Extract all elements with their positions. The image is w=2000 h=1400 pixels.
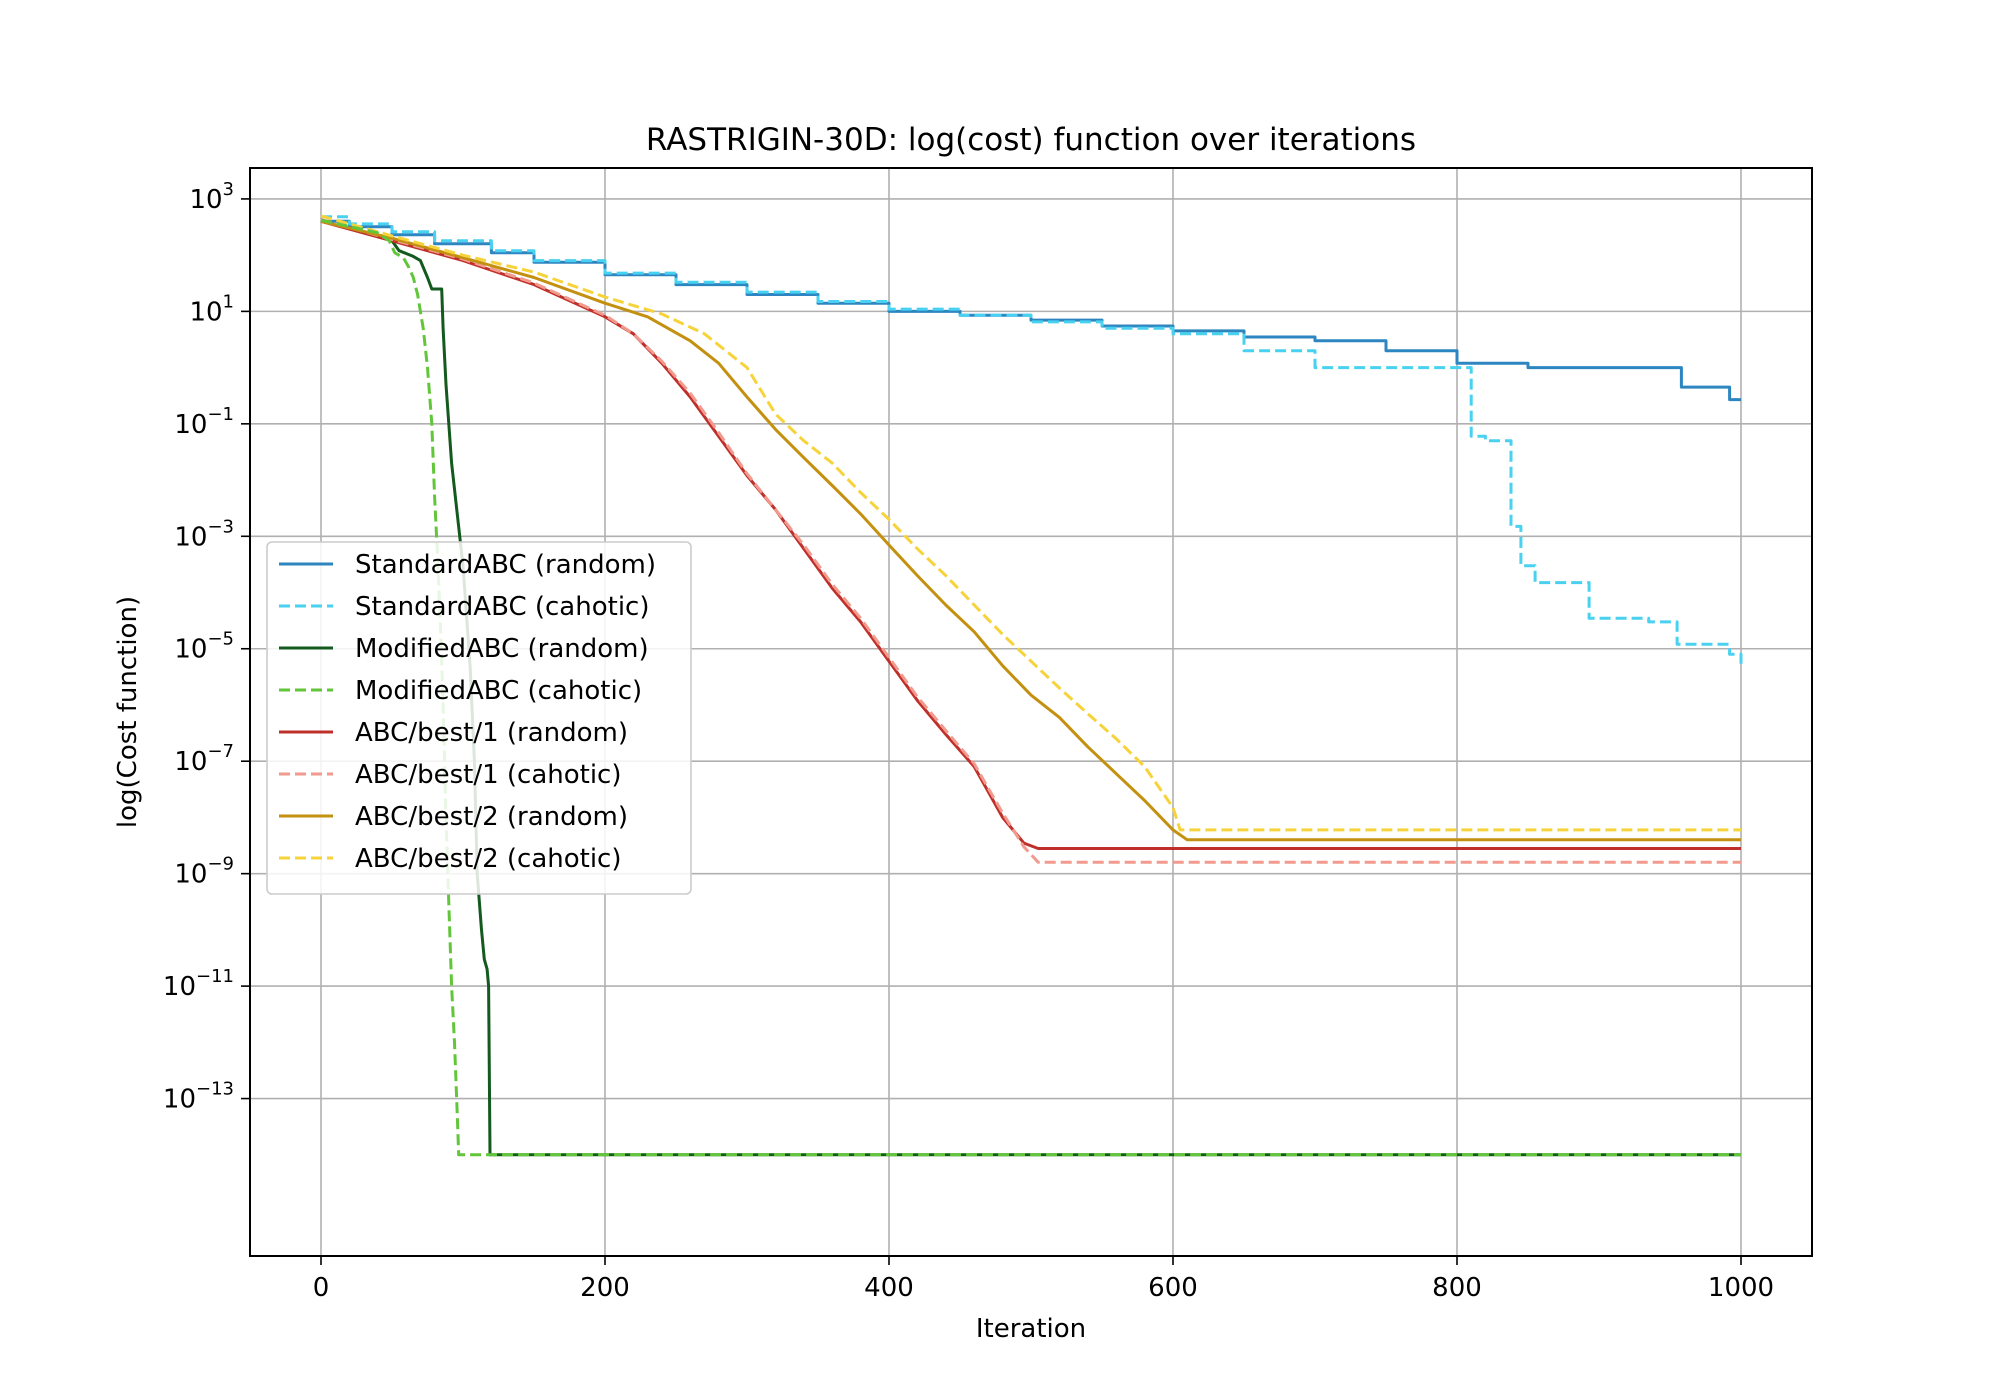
series-line-6 xyxy=(320,219,1741,842)
x-tick-label: 600 xyxy=(1148,1273,1198,1303)
y-tick-base: 10 xyxy=(174,522,207,552)
chart-title: RASTRIGIN-30D: log(cost) function over i… xyxy=(646,122,1416,158)
legend-label: ABC/best/1 (random) xyxy=(355,718,628,748)
legend: StandardABC (random) StandardABC (cahotic… xyxy=(266,541,692,895)
legend-label: StandardABC (cahotic) xyxy=(355,592,649,622)
x-tick-label: 400 xyxy=(864,1273,914,1303)
x-tick-label: 1000 xyxy=(1708,1273,1774,1303)
y-tick-base: 10 xyxy=(163,1085,196,1115)
x-axis-label: Iteration xyxy=(976,1314,1086,1344)
plot-frame xyxy=(249,167,1813,1257)
y-tick-base: 10 xyxy=(163,972,196,1002)
legend-label: ModifiedABC (cahotic) xyxy=(355,676,642,706)
series-line-2 xyxy=(320,219,1741,1157)
y-tick-base: 10 xyxy=(189,297,222,327)
y-tick-base: 10 xyxy=(174,860,207,890)
legend-label: ABC/best/2 (random) xyxy=(355,802,628,832)
y-tick-label: 103 xyxy=(189,179,234,215)
y-tick-exponent: −1 xyxy=(207,404,234,425)
y-tick-exponent: 3 xyxy=(223,179,234,200)
series-line-5 xyxy=(320,218,1741,864)
y-tick-exponent: −5 xyxy=(207,629,234,650)
series-line-3 xyxy=(320,218,1741,1157)
y-tick-exponent: −11 xyxy=(196,966,234,987)
y-tick-base: 10 xyxy=(174,410,207,440)
grid-lines xyxy=(250,168,1812,1256)
y-axis-label: log(Cost function) xyxy=(113,596,143,828)
x-tick-label: 800 xyxy=(1432,1273,1482,1303)
y-tick-label: 101 xyxy=(189,291,234,327)
y-tick-base: 10 xyxy=(189,185,222,215)
y-tick-exponent: −9 xyxy=(207,854,234,875)
legend-label: StandardABC (random) xyxy=(355,550,656,580)
y-tick-label: 10−5 xyxy=(174,629,234,665)
legend-label: ModifiedABC (random) xyxy=(355,634,649,664)
series-line-7 xyxy=(320,214,1741,832)
y-tick-label: 10−9 xyxy=(174,854,234,890)
x-ticks: 0 200 400 600 800 1000 xyxy=(313,1256,1774,1303)
y-tick-base: 10 xyxy=(174,635,207,665)
y-tick-base: 10 xyxy=(174,747,207,777)
y-tick-exponent: −7 xyxy=(207,741,234,762)
plot-lines xyxy=(320,214,1743,1157)
y-tick-exponent: −3 xyxy=(207,516,234,537)
y-tick-label: 10−1 xyxy=(174,404,234,440)
x-tick-label: 0 xyxy=(313,1273,330,1303)
y-tick-label: 10−13 xyxy=(163,1079,234,1115)
y-tick-label: 10−11 xyxy=(163,966,234,1002)
y-tick-label: 10−3 xyxy=(174,516,234,552)
series-line-1 xyxy=(321,215,1743,666)
y-tick-label: 10−7 xyxy=(174,741,234,777)
legend-box xyxy=(266,541,692,895)
y-tick-exponent: 1 xyxy=(223,291,234,312)
y-tick-exponent: −13 xyxy=(196,1079,234,1100)
legend-label: ABC/best/2 (cahotic) xyxy=(355,844,622,874)
legend-label: ABC/best/1 (cahotic) xyxy=(355,760,622,790)
x-tick-label: 200 xyxy=(580,1273,630,1303)
